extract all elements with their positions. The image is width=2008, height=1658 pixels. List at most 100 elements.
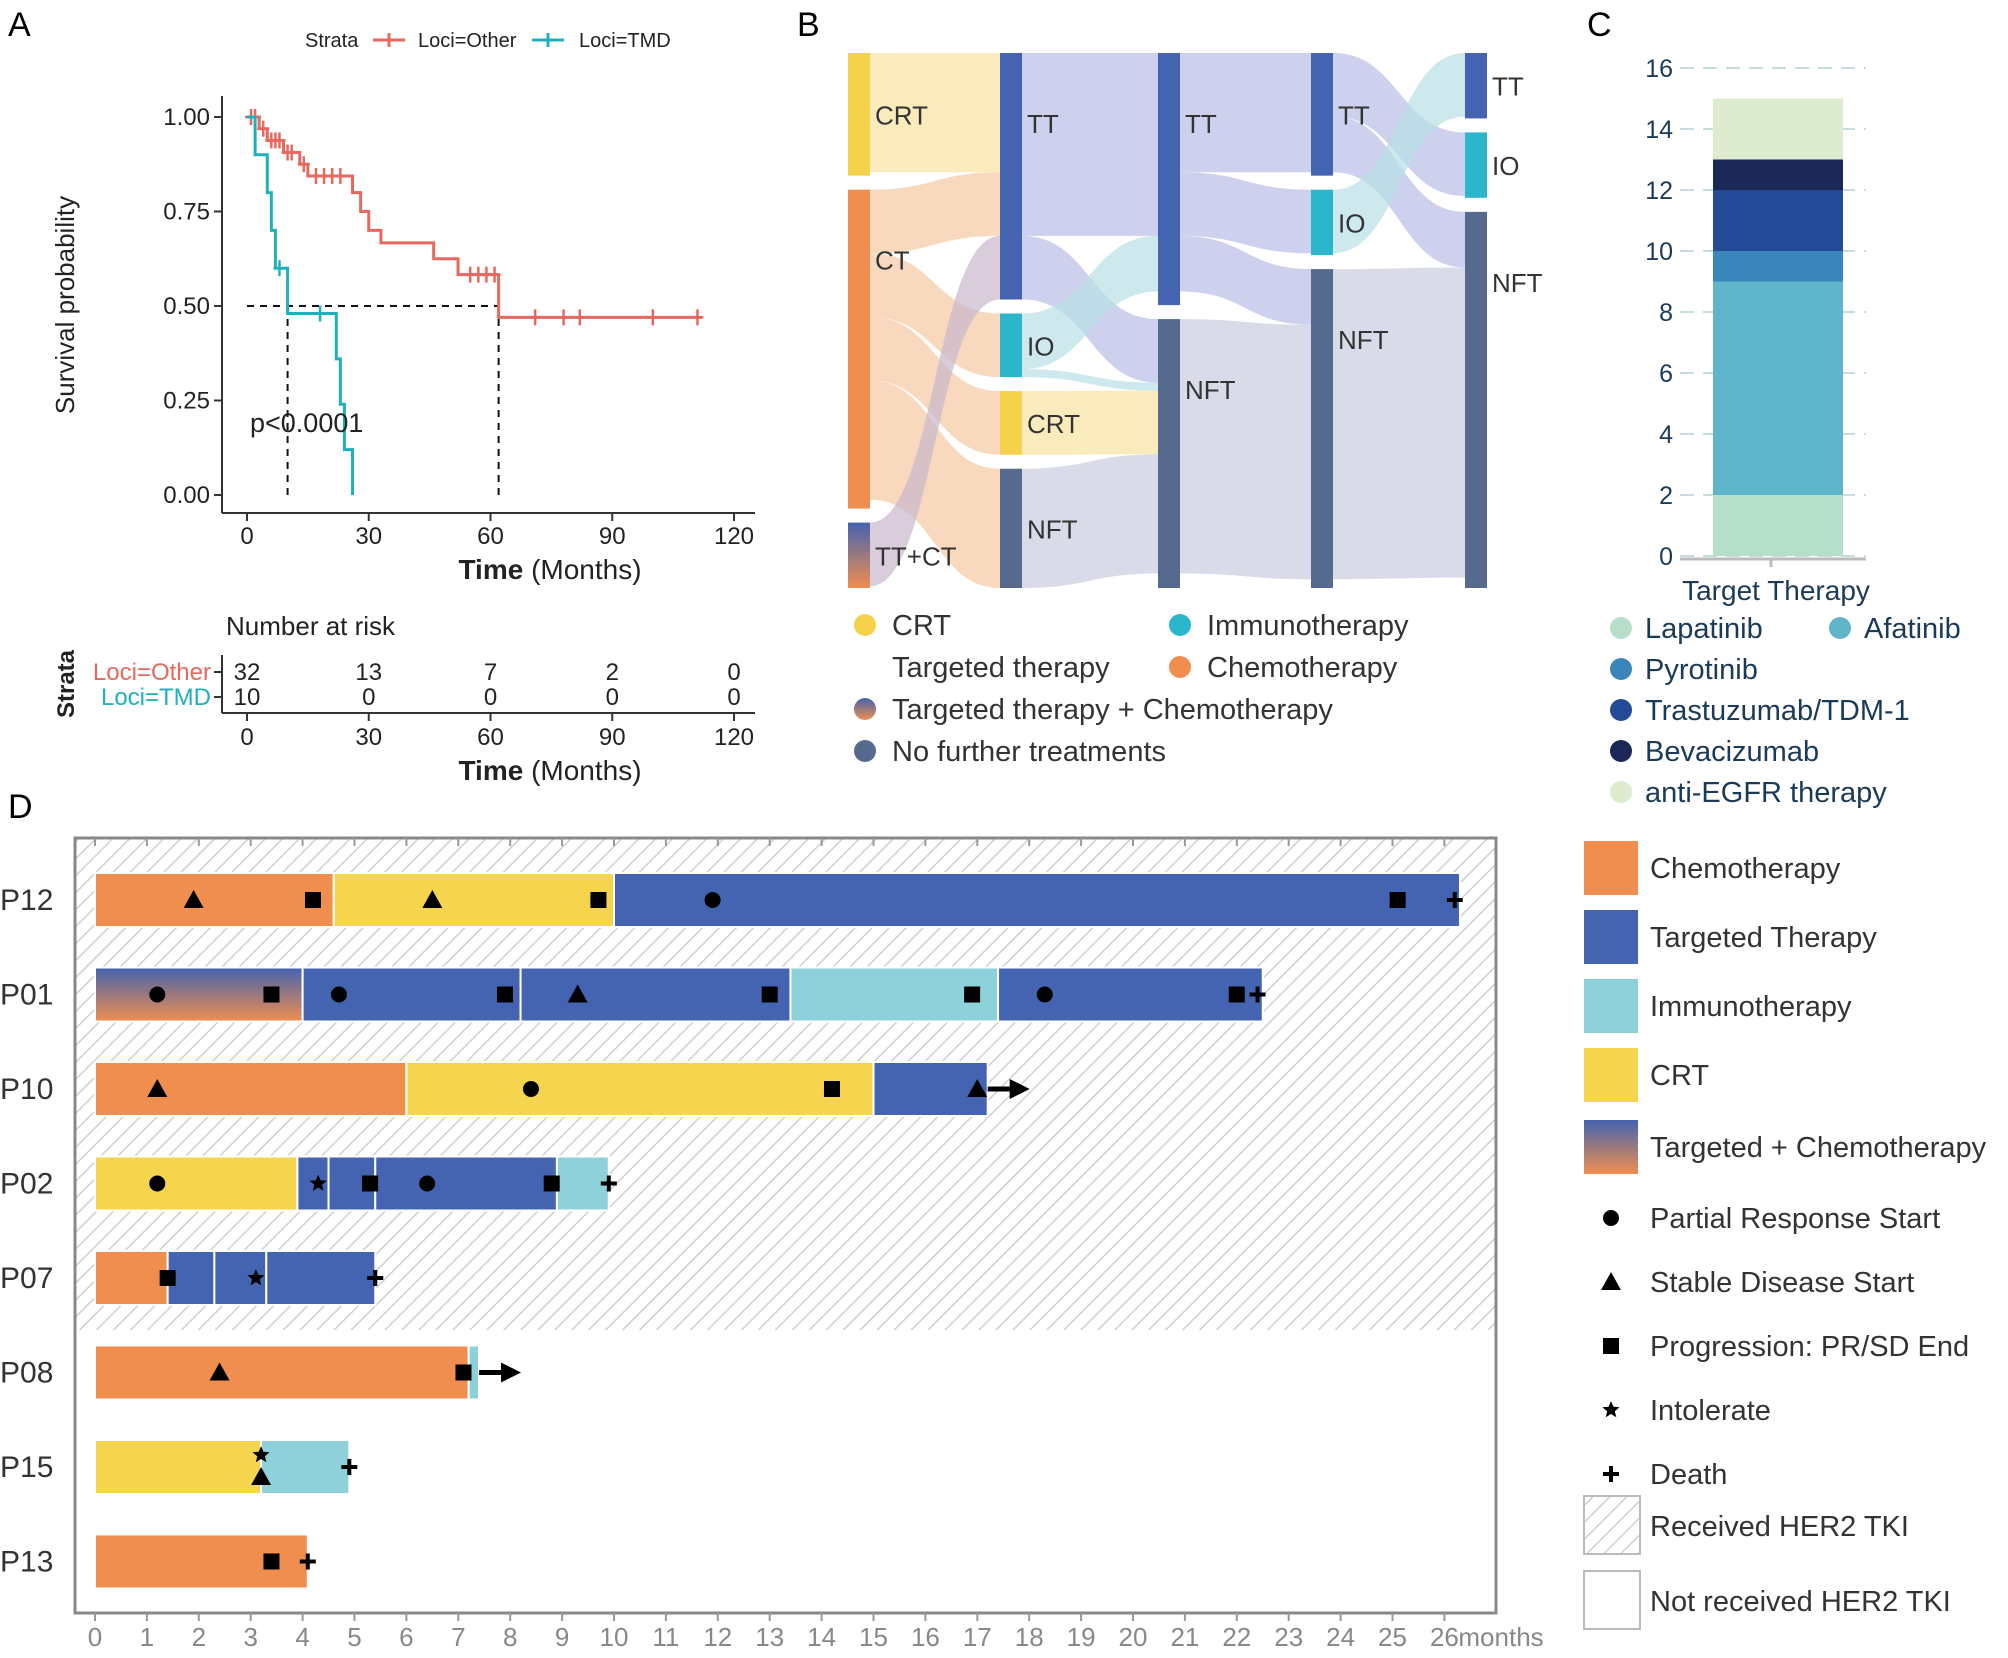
event-stable-disease-marker [567,984,588,1003]
swim-legend-label: Partial Response Start [1650,1203,1940,1235]
swim-legend-swatch [1584,1048,1638,1102]
sankey-node [1158,53,1180,306]
km-legend-label-tmd: Loci=TMD [579,30,671,52]
bar-y-tick-label: 6 [1659,360,1673,388]
event-progression-marker [497,986,514,1003]
risk-x-label-rest: (Months) [523,755,641,786]
km-plot: Strata Loci=Other Loci=TMD 0 30 60 90 120 0.0… [50,30,755,786]
event-intolerate-marker [309,1174,327,1191]
sankey-node [1000,391,1022,455]
risk-x-tick-label: 0 [240,724,253,751]
swim-x-tick-label: 0 [88,1622,102,1652]
sankey-link [1180,53,1311,173]
sankey-link [870,172,1000,254]
sankey-link [1022,390,1158,455]
event-progression-marker [964,986,981,1003]
sankey-link [1180,235,1311,325]
risk-x-tick-label: 120 [714,724,754,751]
bar-y-tick-label: 2 [1659,482,1673,510]
sankey-node-label: TT+CT [875,541,957,571]
swim-x-tick-label: 25 [1378,1622,1407,1652]
event-stable-disease-marker [422,890,443,908]
risk-x-tick-label: 90 [599,724,626,751]
event-death-marker [367,1270,384,1286]
risk-row-label: Loci=Other [93,659,211,686]
risk-value: 0 [606,684,619,711]
km-legend-title: Strata [305,30,359,52]
bar-segment-trastuzumab-tdm-1 [1713,190,1843,251]
risk-x-label: Time (Months) [458,755,641,786]
patient-label-p10: P10 [0,1073,53,1106]
treatment-segment-chemo [94,1061,408,1117]
km-y-tick-label: 1.00 [163,104,210,131]
sankey-node-label: CRT [1027,409,1080,439]
event-progression-marker [263,1553,280,1570]
sankey-node [848,189,870,509]
swim-x-tick-label: 5 [347,1622,361,1652]
treatment-segment-chemo [94,1250,169,1306]
km-x-tick-label: 30 [355,523,382,550]
swim-x-tick-label: 1 [140,1622,154,1652]
sankey-legend-label: Targeted therapy [892,652,1110,684]
swim-legend-label: Stable Disease Start [1650,1267,1914,1299]
bar-legend-label: Pyrotinib [1645,654,1758,686]
swim-legend-label: Not received HER2 TKI [1650,1586,1951,1618]
bar-legend-label: anti-EGFR therapy [1645,777,1887,809]
sankey-node [1465,53,1487,119]
sankey-link [1333,267,1465,580]
swim-legend-fill-swatch [1583,1570,1641,1630]
risk-x-tick-label: 60 [477,724,504,751]
event-progression-marker [590,892,607,908]
risk-value: 7 [484,659,497,686]
sankey-node-label: CRT [875,100,928,130]
treatment-segment-tt [519,966,792,1023]
bar-y-tick-label: 4 [1659,421,1673,449]
bar-y-tick-label: 8 [1659,299,1673,327]
sankey-link [1180,319,1311,580]
sankey-link [1333,116,1465,268]
sankey-node-label: CT [875,246,910,276]
sankey-link [870,380,1000,588]
km-legend: Strata Loci=Other Loci=TMD [305,30,671,52]
risk-table-row-title: Strata [53,649,80,718]
swim-x-tick-label: 17 [963,1622,992,1652]
swimmer-frame [73,836,1498,1615]
event-partial-response-marker [522,1081,539,1097]
bar-legend-label: Lapatinib [1645,613,1763,645]
swim-x-tick-label: 14 [807,1622,836,1652]
patient-label-p02: P02 [0,1168,53,1201]
sankey-legend-label: Chemotherapy [1207,652,1398,684]
event-partial-response-marker [704,892,721,908]
event-progression-marker [1603,1338,1619,1354]
swim-x-tick-label: 20 [1119,1622,1148,1652]
treatment-segment-tt [265,1250,377,1306]
sankey-node [1311,53,1333,176]
sankey-node-label: NFT [1185,375,1236,405]
sankey-link [870,53,1000,173]
event-progression-marker [263,986,280,1003]
km-curve-other [247,115,702,319]
panel-label-a: A [8,6,31,44]
treatment-segment-tt [374,1155,558,1212]
swim-legend-label: Targeted Therapy [1650,922,1877,954]
sankey-legend-swatch [1169,656,1191,678]
swim-x-tick-label: 8 [503,1622,517,1652]
risk-row-label: Loci=TMD [101,684,211,711]
km-x-tick-label: 90 [599,523,626,550]
event-partial-response-marker [419,1175,436,1192]
km-x-label-bold: Time [458,554,523,585]
km-x-label-rest: (Months) [523,554,641,585]
km-legend-label-other: Loci=Other [418,30,517,52]
swim-x-tick-label: 26 [1430,1622,1459,1652]
treatment-segment-crt [405,1061,875,1117]
sankey-link [1022,369,1158,391]
sankey-node-label: NFT [1027,514,1078,544]
swim-legend-swatch [1584,979,1638,1033]
event-progression-marker [543,1175,560,1192]
bar-legend-swatch [1610,740,1632,762]
swim-x-tick-label: 24 [1326,1622,1355,1652]
sankey-node-label: IO [1338,208,1365,238]
bar-y-tick-label: 12 [1645,177,1673,205]
event-progression-marker [1228,986,1245,1003]
km-curve-tmd [247,115,355,495]
